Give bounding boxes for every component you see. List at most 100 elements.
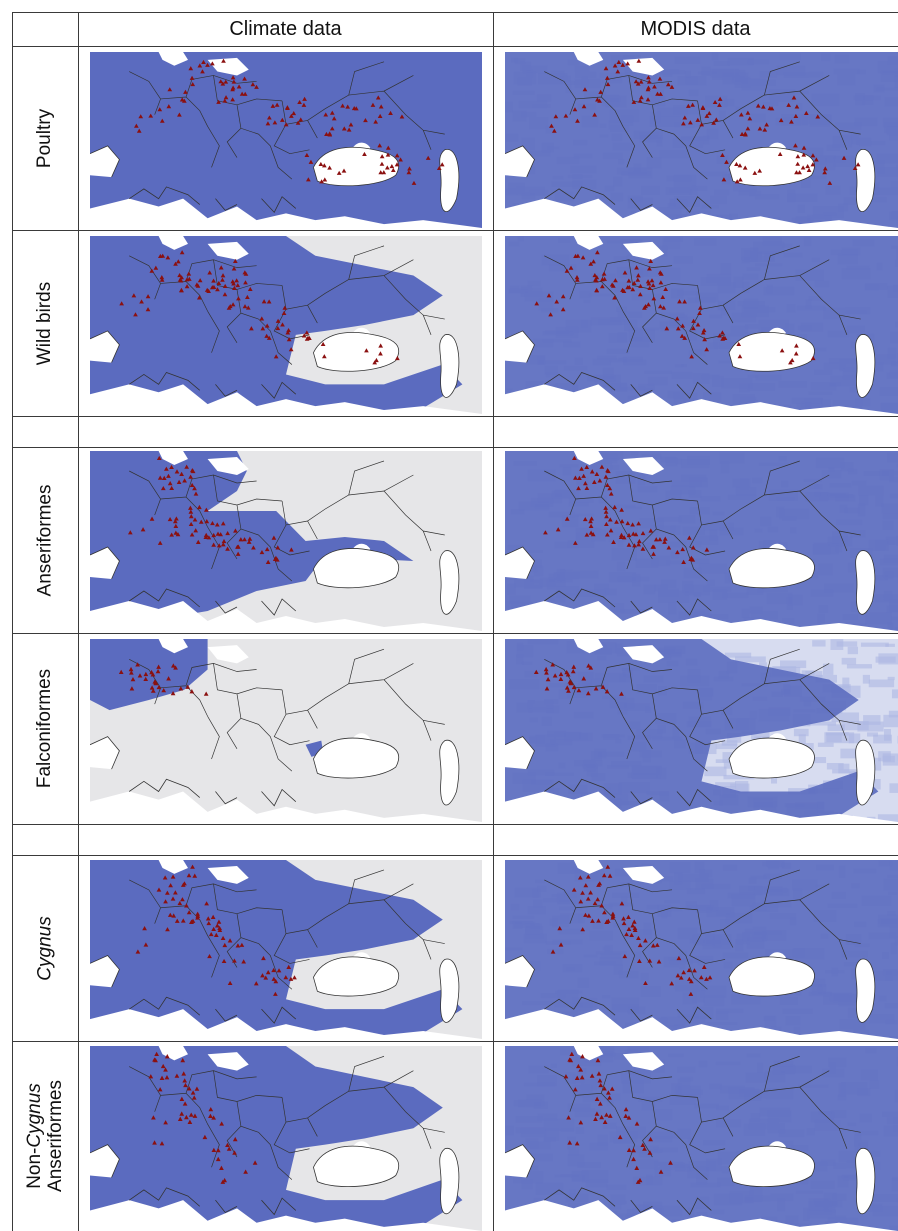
occurrence-marker	[713, 117, 719, 122]
occurrence-marker	[688, 120, 693, 125]
occurrence-points	[148, 1051, 258, 1184]
occurrence-marker	[185, 684, 191, 689]
occurrence-marker	[651, 544, 657, 549]
occurrence-marker	[573, 253, 578, 259]
occurrence-marker	[852, 165, 858, 171]
occurrence-marker	[600, 684, 606, 689]
occurrence-marker	[596, 1071, 602, 1076]
occurrence-marker	[564, 268, 570, 273]
occurrence-marker	[363, 118, 368, 123]
sea	[439, 334, 459, 398]
occurrence-marker	[183, 1082, 188, 1088]
occurrence-marker	[242, 304, 248, 309]
occurrence-points	[127, 455, 294, 564]
occurrence-marker	[788, 360, 793, 365]
occurrence-marker	[220, 277, 225, 282]
occurrence-marker	[588, 519, 593, 524]
sea	[313, 956, 399, 997]
occurrence-marker	[544, 670, 549, 675]
occurrence-marker	[186, 1086, 192, 1091]
occurrence-marker	[580, 927, 586, 932]
occurrence-marker	[634, 1165, 640, 1170]
occurrence-marker	[159, 1075, 165, 1080]
coastline	[505, 1144, 876, 1216]
occurrence-marker	[552, 673, 558, 678]
sea	[90, 736, 120, 770]
occurrence-marker	[658, 280, 664, 285]
occurrence-marker	[211, 542, 217, 547]
occurrence-marker	[707, 975, 713, 980]
occurrence-marker	[767, 105, 773, 111]
occurrence-marker	[180, 1057, 186, 1063]
occurrence-marker	[591, 479, 597, 485]
occurrence-marker	[203, 534, 209, 540]
occurrence-marker	[145, 294, 151, 299]
occurrence-marker	[593, 1116, 598, 1121]
occurrence-marker	[704, 113, 710, 118]
occurrence-marker	[793, 351, 799, 356]
occurrence-marker	[626, 284, 632, 289]
row-label-text: Falconiformes	[34, 668, 56, 789]
occurrence-marker	[189, 689, 195, 694]
occurrence-marker	[231, 79, 237, 84]
occurrence-marker	[645, 97, 651, 102]
occurrence-marker	[660, 294, 666, 300]
occurrence-marker	[319, 179, 324, 184]
occurrence-marker	[621, 535, 627, 540]
occurrence-marker	[188, 521, 194, 527]
coastline	[90, 736, 460, 807]
occurrence-marker	[551, 128, 557, 133]
occurrence-marker	[182, 478, 187, 483]
occurrence-marker	[156, 664, 161, 669]
occurrence-marker	[372, 360, 378, 365]
occurrence-marker	[650, 283, 656, 288]
occurrence-marker	[272, 120, 278, 125]
occurrence-marker	[182, 1078, 188, 1083]
occurrence-marker	[179, 287, 184, 292]
occurrence-marker	[348, 122, 354, 127]
occurrence-marker	[159, 275, 165, 280]
occurrence-marker	[604, 513, 609, 519]
texture-patch	[827, 724, 845, 732]
sea	[729, 147, 815, 186]
occurrence-marker	[221, 538, 227, 544]
texture-patch	[826, 763, 844, 770]
occurrence-marker	[635, 81, 641, 86]
occurrence-marker	[187, 1119, 193, 1124]
occurrence-marker	[680, 323, 685, 328]
occurrence-marker	[686, 967, 692, 973]
occurrence-marker	[175, 532, 181, 537]
occurrence-marker	[341, 168, 347, 173]
occurrence-marker	[152, 1140, 157, 1145]
occurrence-marker	[604, 689, 610, 694]
occurrence-marker	[288, 976, 294, 981]
occurrence-marker	[588, 890, 593, 895]
occurrence-marker	[658, 304, 663, 309]
occurrence-marker	[164, 1075, 170, 1080]
occurrence-marker	[251, 545, 256, 550]
occurrence-marker	[219, 1121, 225, 1126]
occurrence-marker	[637, 98, 643, 103]
occurrence-marker	[625, 520, 631, 526]
occurrence-marker	[271, 535, 277, 540]
occurrence-marker	[584, 532, 590, 537]
occurrence-marker	[207, 270, 213, 275]
occurrence-marker	[232, 1136, 238, 1142]
occurrence-marker	[235, 551, 241, 556]
occurrence-marker	[171, 913, 177, 918]
occurrence-marker	[395, 355, 400, 361]
occurrence-marker	[139, 299, 144, 304]
occurrence-marker	[192, 1113, 198, 1118]
coastline	[505, 145, 876, 214]
occurrence-marker	[127, 530, 133, 535]
occurrence-marker	[690, 102, 695, 107]
sea	[158, 52, 188, 66]
texture-patch	[883, 714, 898, 728]
occurrence-marker	[793, 113, 799, 118]
sea	[313, 738, 399, 779]
occurrence-marker	[634, 1121, 640, 1126]
occurrence-marker	[188, 474, 193, 479]
occurrence-marker	[620, 62, 626, 67]
row-label-anseriformes: Anseriformes	[12, 447, 78, 633]
